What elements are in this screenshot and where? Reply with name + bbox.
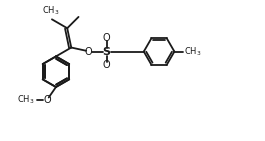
Text: O: O [103, 60, 111, 70]
Text: S: S [103, 47, 111, 57]
Text: O: O [43, 95, 51, 105]
Text: CH$_3$: CH$_3$ [42, 4, 59, 16]
Text: O: O [103, 33, 111, 43]
Text: CH$_3$: CH$_3$ [184, 45, 201, 58]
Text: O: O [84, 47, 92, 57]
Text: CH$_3$: CH$_3$ [17, 94, 35, 106]
